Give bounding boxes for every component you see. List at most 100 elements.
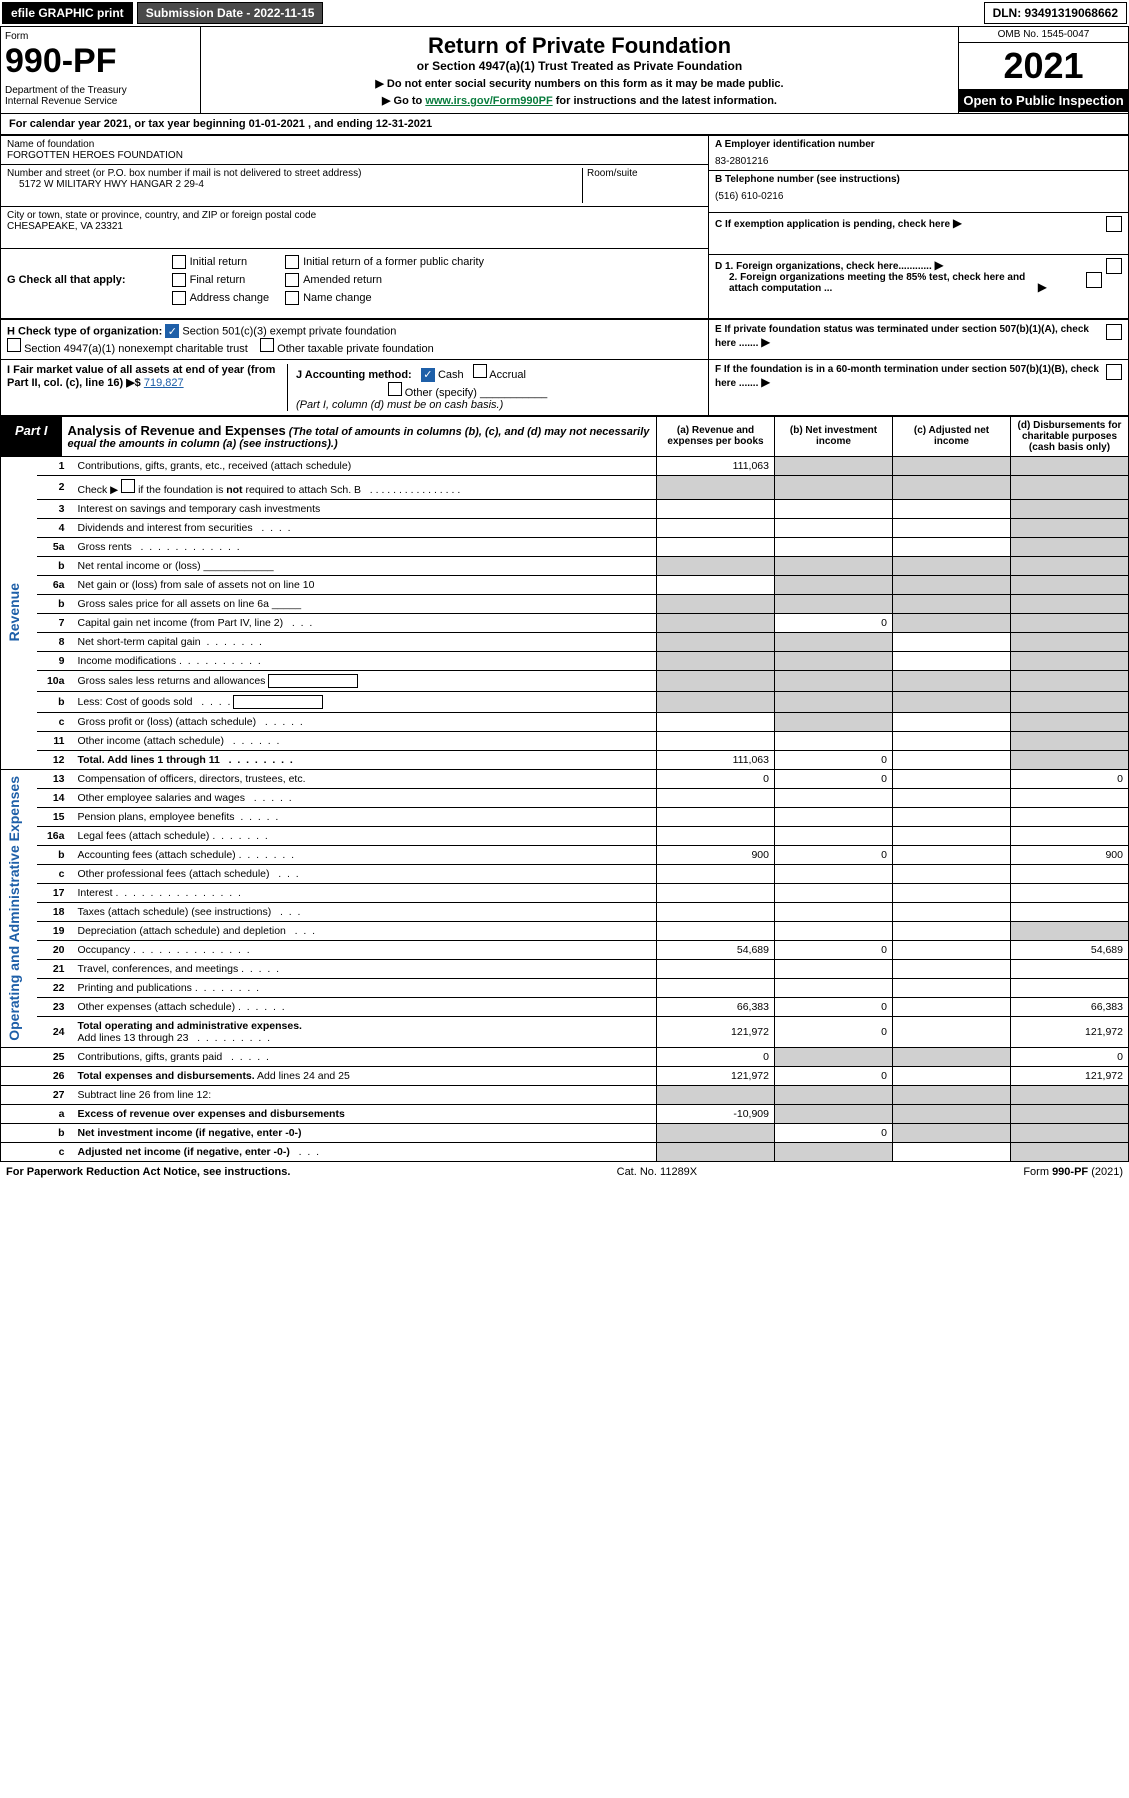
instruction-1: ▶ Do not enter social security numbers o… <box>207 77 952 90</box>
j-accrual: Accrual <box>489 369 526 381</box>
table-row: bLess: Cost of goods sold . . . . <box>1 691 1129 712</box>
part1-table: Part I Analysis of Revenue and Expenses … <box>0 416 1129 1162</box>
form-label: Form <box>5 31 196 42</box>
d1-label: D 1. Foreign organizations, check here..… <box>715 261 932 272</box>
c-checkbox[interactable] <box>1106 216 1122 232</box>
table-row: 4Dividends and interest from securities … <box>1 518 1129 537</box>
open-to-public: Open to Public Inspection <box>959 89 1128 112</box>
f-label: F If the foundation is in a 60-month ter… <box>715 364 1099 389</box>
city-state-zip: CHESAPEAKE, VA 23321 <box>7 221 702 232</box>
city-label: City or town, state or province, country… <box>7 210 702 221</box>
i-label: I Fair market value of all assets at end… <box>7 364 275 389</box>
table-row: 10aGross sales less returns and allowanc… <box>1 670 1129 691</box>
h-opt1: Section 501(c)(3) exempt private foundat… <box>182 326 396 338</box>
cb-initial-return[interactable]: Initial return <box>172 255 270 269</box>
table-row: 23Other expenses (attach schedule) . . .… <box>1 997 1129 1016</box>
section-e: E If private foundation status was termi… <box>708 319 1128 359</box>
h-other-checkbox[interactable] <box>260 338 274 352</box>
table-row: 8Net short-term capital gain . . . . . .… <box>1 632 1129 651</box>
cb-name-change[interactable]: Name change <box>285 291 484 305</box>
table-row: 18Taxes (attach schedule) (see instructi… <box>1 902 1129 921</box>
d2-checkbox[interactable] <box>1086 272 1102 288</box>
h-opt2: Section 4947(a)(1) nonexempt charitable … <box>24 343 248 355</box>
schb-checkbox[interactable] <box>121 479 135 493</box>
address-label: Number and street (or P.O. box number if… <box>7 168 582 179</box>
table-row: 12Total. Add lines 1 through 11 . . . . … <box>1 750 1129 769</box>
col-d-header: (d) Disbursements for charitable purpose… <box>1011 416 1129 456</box>
table-row: 20Occupancy . . . . . . . . . . . . . .5… <box>1 940 1129 959</box>
d2-label: 2. Foreign organizations meeting the 85%… <box>715 272 1035 294</box>
cb-address-change[interactable]: Address change <box>172 291 270 305</box>
section-d: D 1. Foreign organizations, check here..… <box>709 254 1128 318</box>
j-other: Other (specify) <box>405 387 477 399</box>
ein-block: A Employer identification number 83-2801… <box>709 135 1128 170</box>
footer-right: Form 990-PF (2021) <box>1023 1166 1123 1178</box>
table-row: 27Subtract line 26 from line 12: <box>1 1085 1129 1104</box>
table-row: 15Pension plans, employee benefits . . .… <box>1 807 1129 826</box>
table-row: 9Income modifications . . . . . . . . . … <box>1 651 1129 670</box>
section-h: H Check type of organization: ✓ Section … <box>1 319 708 359</box>
cb-initial-former[interactable]: Initial return of a former public charit… <box>285 255 484 269</box>
c-label: C If exemption application is pending, c… <box>715 219 950 230</box>
table-row: bNet investment income (if negative, ent… <box>1 1123 1129 1142</box>
j-accrual-checkbox[interactable] <box>473 364 487 378</box>
part1-title: Analysis of Revenue and Expenses (The to… <box>62 417 656 456</box>
table-row: Revenue 1Contributions, gifts, grants, e… <box>1 456 1129 475</box>
j-cash-checkbox[interactable]: ✓ <box>421 368 435 382</box>
table-row: 7Capital gain net income (from Part IV, … <box>1 613 1129 632</box>
col-a-header: (a) Revenue and expenses per books <box>657 416 775 456</box>
h-4947-checkbox[interactable] <box>7 338 21 352</box>
table-row: cAdjusted net income (if negative, enter… <box>1 1142 1129 1161</box>
omb-number: OMB No. 1545-0047 <box>959 27 1128 43</box>
form-title: Return of Private Foundation <box>207 33 952 59</box>
form-number: 990-PF <box>5 42 196 81</box>
d1-checkbox[interactable] <box>1106 258 1122 274</box>
table-row: 24Total operating and administrative exp… <box>1 1016 1129 1047</box>
instructions-link[interactable]: www.irs.gov/Form990PF <box>425 95 552 107</box>
department: Department of the Treasury Internal Reve… <box>5 85 196 107</box>
calendar-year-line: For calendar year 2021, or tax year begi… <box>1 114 1128 134</box>
table-row: cGross profit or (loss) (attach schedule… <box>1 712 1129 731</box>
cb-amended-return[interactable]: Amended return <box>285 273 484 287</box>
table-row: 19Depreciation (attach schedule) and dep… <box>1 921 1129 940</box>
table-row: 26Total expenses and disbursements. Add … <box>1 1066 1129 1085</box>
address-block: Number and street (or P.O. box number if… <box>1 164 708 206</box>
footer-left: For Paperwork Reduction Act Notice, see … <box>6 1166 290 1178</box>
table-row: 17Interest . . . . . . . . . . . . . . . <box>1 883 1129 902</box>
instr2-post: for instructions and the latest informat… <box>553 95 777 107</box>
table-row: bNet rental income or (loss) ___________… <box>1 556 1129 575</box>
e-label: E If private foundation status was termi… <box>715 324 1089 349</box>
name-label: Name of foundation <box>7 139 702 150</box>
table-row: bAccounting fees (attach schedule) . . .… <box>1 845 1129 864</box>
j-cash: Cash <box>438 369 464 381</box>
cb-final-return[interactable]: Final return <box>172 273 270 287</box>
foundation-name-block: Name of foundation FORGOTTEN HEROES FOUN… <box>1 135 708 164</box>
e-checkbox[interactable] <box>1106 324 1122 340</box>
section-i-j: I Fair market value of all assets at end… <box>1 359 708 415</box>
foundation-name: FORGOTTEN HEROES FOUNDATION <box>7 150 702 161</box>
j-note: (Part I, column (d) must be on cash basi… <box>296 399 503 411</box>
dln-number: DLN: 93491319068662 <box>984 2 1127 24</box>
room-suite-label: Room/suite <box>582 168 702 203</box>
ein-value: 83-2801216 <box>715 150 1122 167</box>
table-row: 25Contributions, gifts, grants paid . . … <box>1 1047 1129 1066</box>
h-opt3: Other taxable private foundation <box>277 343 434 355</box>
instruction-2: ▶ Go to www.irs.gov/Form990PF for instru… <box>207 94 952 107</box>
phone-value: (516) 610-0216 <box>715 185 1122 202</box>
street-address: 5172 W MILITARY HWY HANGAR 2 29-4 <box>7 179 582 190</box>
form-subtitle: or Section 4947(a)(1) Trust Treated as P… <box>207 59 952 73</box>
phone-block: B Telephone number (see instructions) (5… <box>709 170 1128 212</box>
table-row: bGross sales price for all assets on lin… <box>1 594 1129 613</box>
efile-button[interactable]: efile GRAPHIC print <box>2 2 133 24</box>
table-row: 22Printing and publications . . . . . . … <box>1 978 1129 997</box>
instr2-pre: ▶ Go to <box>382 95 425 107</box>
section-c: C If exemption application is pending, c… <box>709 212 1128 254</box>
table-row: 21Travel, conferences, and meetings . . … <box>1 959 1129 978</box>
f-checkbox[interactable] <box>1106 364 1122 380</box>
table-row: 3Interest on savings and temporary cash … <box>1 499 1129 518</box>
h-501c3-checkbox[interactable]: ✓ <box>165 324 179 338</box>
ein-label: A Employer identification number <box>715 139 1122 150</box>
j-label: J Accounting method: <box>296 369 412 381</box>
j-other-checkbox[interactable] <box>388 382 402 396</box>
col-c-header: (c) Adjusted net income <box>893 416 1011 456</box>
